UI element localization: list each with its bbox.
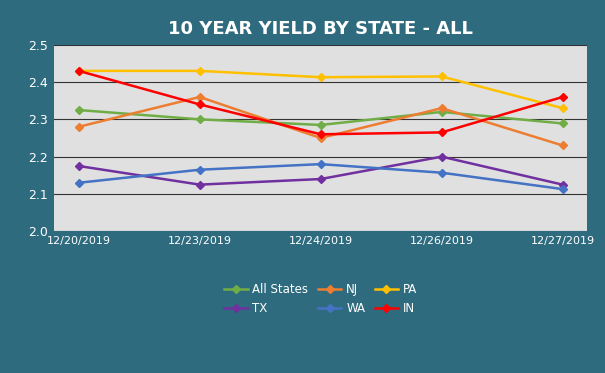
- All States: [438, 110, 445, 114]
- TX: [559, 182, 566, 187]
- WA: [196, 167, 203, 172]
- All States: [196, 117, 203, 122]
- Line: PA: PA: [76, 68, 566, 111]
- TX: [196, 182, 203, 187]
- IN: [75, 69, 82, 73]
- TX: [317, 177, 324, 181]
- WA: [317, 162, 324, 166]
- PA: [75, 69, 82, 73]
- NJ: [75, 125, 82, 129]
- All States: [559, 121, 566, 126]
- TX: [75, 164, 82, 168]
- NJ: [317, 136, 324, 140]
- Title: 10 YEAR YIELD BY STATE - ALL: 10 YEAR YIELD BY STATE - ALL: [168, 20, 473, 38]
- TX: [438, 154, 445, 159]
- IN: [559, 95, 566, 99]
- IN: [317, 132, 324, 137]
- Line: IN: IN: [76, 68, 566, 137]
- Line: TX: TX: [76, 154, 566, 187]
- All States: [75, 108, 82, 112]
- Line: WA: WA: [76, 162, 566, 192]
- All States: [317, 123, 324, 127]
- PA: [559, 106, 566, 110]
- Line: All States: All States: [76, 107, 566, 128]
- IN: [196, 102, 203, 107]
- WA: [438, 170, 445, 175]
- Line: NJ: NJ: [76, 94, 566, 148]
- WA: [75, 181, 82, 185]
- PA: [438, 74, 445, 79]
- WA: [559, 187, 566, 191]
- PA: [196, 69, 203, 73]
- Legend: All States, TX, NJ, WA, PA, IN: All States, TX, NJ, WA, PA, IN: [220, 278, 422, 320]
- NJ: [196, 95, 203, 99]
- IN: [438, 130, 445, 135]
- NJ: [559, 143, 566, 148]
- PA: [317, 75, 324, 79]
- NJ: [438, 106, 445, 110]
